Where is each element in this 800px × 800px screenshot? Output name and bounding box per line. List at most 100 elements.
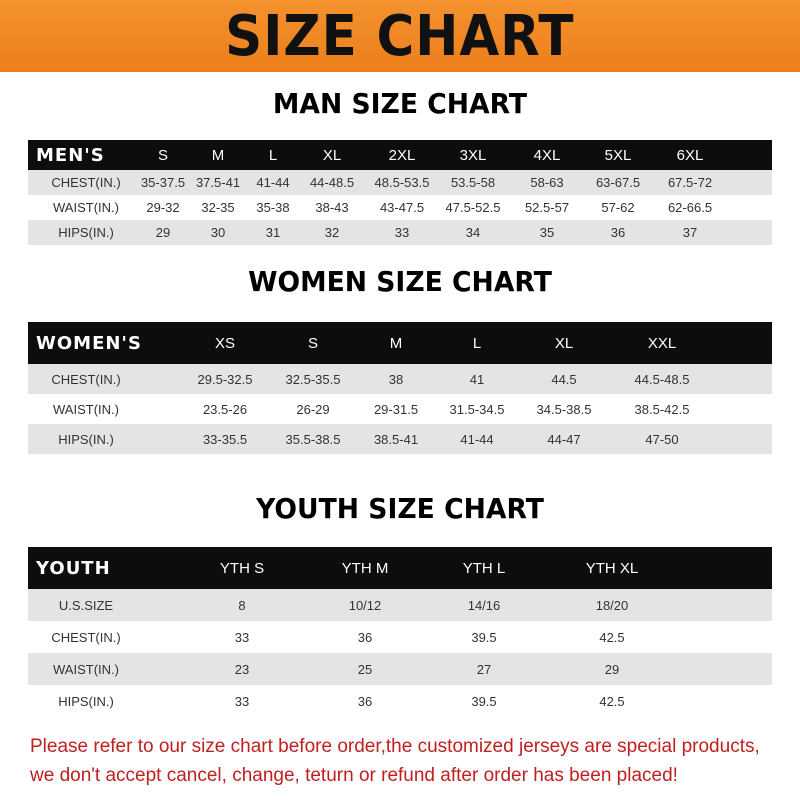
measurement-cell: 39.5 [471,693,497,709]
table-row: WAIST(IN.) 23 25 27 29 [28,653,772,685]
size-header-cell: 4XL [533,146,561,164]
measurement-cell: 32-35 [201,200,235,215]
measurement-cell: 37.5-41 [195,175,241,190]
table-row: WAIST(IN.) 29-32 32-35 35-38 38-43 43-47.5 47.… [28,195,772,220]
size-header-cell: YTH XL [585,559,639,577]
measurement-cell: 18/20 [595,597,629,613]
measurement-cell: 32.5-35.5 [285,371,341,387]
measurement-cell: 33 [394,225,410,240]
measurement-cell: 10/12 [348,597,382,613]
measurement-cell: 35-37.5 [140,175,186,190]
measurement-cell: 41-44 [460,431,494,447]
measure-label: HIPS(IN.) [58,225,114,240]
size-header-cell: YTH L [462,559,506,577]
measurement-cell: 41-44 [256,175,290,190]
measurement-cell: 25 [357,661,373,677]
measurement-cell: 35 [539,225,555,240]
measurement-cell: 23.5-26 [202,401,248,417]
size-header-cell: M [211,146,225,164]
size-header-cell: M [389,334,403,352]
measurement-cell: 41 [469,371,485,387]
measurement-cell: 38.5-42.5 [634,401,690,417]
measure-label: CHEST(IN.) [51,175,121,190]
measurement-cell: 29-31.5 [373,401,419,417]
header-row: YOUTH YTH S YTH M YTH L YTH XL [28,547,772,589]
measurement-cell: 44.5 [551,371,577,387]
measure-label: CHEST(IN.) [51,629,121,645]
measurement-cell: 53.5-58 [450,175,496,190]
table-title-cell: YOUTH [36,557,111,579]
size-header-cell: XL [554,334,574,352]
notice-line-1: Please refer to our size chart before or… [30,736,760,757]
measurement-cell: 67.5-72 [667,175,713,190]
measurement-cell: 62-66.5 [667,200,713,215]
size-header-cell: S [307,334,319,352]
measure-label: WAIST(IN.) [53,401,119,417]
measurement-cell: 31.5-34.5 [449,401,505,417]
women-size-table: WOMEN'S XS S M L XL XXL CHEST(IN.) 29.5-32.5 32.5… [28,322,772,454]
banner-title: SIZE CHART [225,3,575,69]
header-row: WOMEN'S XS S M L XL XXL [28,322,772,364]
measurement-cell: 35-38 [256,200,290,215]
size-header-cell: YTH M [341,559,389,577]
measure-label: HIPS(IN.) [58,431,114,447]
measurement-cell: 44-47 [547,431,581,447]
youth-section-title: YOUTH SIZE CHART [256,492,544,525]
measurement-cell: 33 [234,629,250,645]
measurement-cell: 27 [476,661,492,677]
size-header-cell: XL [322,146,342,164]
size-header-cell: XXL [647,334,677,352]
measurement-cell: 26-29 [296,401,330,417]
measurement-cell: 34.5-38.5 [536,401,592,417]
table-row: CHEST(IN.) 33 36 39.5 42.5 [28,621,772,653]
measurement-cell: 36 [357,693,373,709]
measure-label: WAIST(IN.) [53,661,119,677]
measurement-cell: 36 [610,225,626,240]
men-size-table: MEN'S S M L XL 2XL 3XL 4XL 5XL 6XL CHEST(IN.) 35-37… [28,140,772,245]
size-header-cell: L [268,146,278,164]
measurement-cell: 57-62 [601,200,635,215]
table-row: CHEST(IN.) 35-37.5 37.5-41 41-44 44-48.5 48.5… [28,170,772,195]
measurement-cell: 35.5-38.5 [285,431,341,447]
size-header-cell: YTH S [219,559,265,577]
measurement-cell: 37 [682,225,698,240]
title-banner: SIZE CHART [0,0,800,72]
measurement-cell: 42.5 [599,693,625,709]
women-section-title: WOMEN SIZE CHART [248,265,552,298]
measurement-cell: 29-32 [146,200,180,215]
table-row: HIPS(IN.) 33 36 39.5 42.5 [28,685,772,717]
measure-label: WAIST(IN.) [53,200,119,215]
measurement-cell: 38-43 [315,200,349,215]
measurement-cell: 52.5-57 [524,200,570,215]
measurement-cell: 29.5-32.5 [197,371,253,387]
measure-label: HIPS(IN.) [58,693,114,709]
measurement-cell: 42.5 [599,629,625,645]
measurement-cell: 30 [210,225,226,240]
header-row: MEN'S S M L XL 2XL 3XL 4XL 5XL 6XL [28,140,772,170]
size-header-cell: XS [214,334,236,352]
measurement-cell: 29 [604,661,620,677]
measurement-cell: 14/16 [467,597,501,613]
size-header-cell: S [157,146,169,164]
measurement-cell: 44.5-48.5 [634,371,690,387]
measurement-cell: 47.5-52.5 [445,200,501,215]
size-header-cell: 2XL [388,146,416,164]
table-title-cell: WOMEN'S [36,332,142,354]
measurement-cell: 36 [357,629,373,645]
size-header-cell: 5XL [604,146,632,164]
measurement-cell: 29 [155,225,171,240]
measurement-cell: 33 [234,693,250,709]
table-row: CHEST(IN.) 29.5-32.5 32.5-35.5 38 41 44.5 44.5… [28,364,772,394]
table-row: HIPS(IN.) 29 30 31 32 33 34 35 36 37 [28,220,772,245]
measurement-cell: 44-48.5 [309,175,355,190]
men-section-title: MAN SIZE CHART [272,87,528,120]
measurement-cell: 38 [388,371,404,387]
measurement-cell: 38.5-41 [373,431,419,447]
size-header-cell: L [472,334,482,352]
measurement-cell: 33-35.5 [202,431,248,447]
measurement-cell: 31 [265,225,281,240]
measurement-cell: 48.5-53.5 [374,175,430,190]
table-row: HIPS(IN.) 33-35.5 35.5-38.5 38.5-41 41-44 44-… [28,424,772,454]
measurement-cell: 23 [234,661,250,677]
measurement-cell: 47-50 [645,431,679,447]
